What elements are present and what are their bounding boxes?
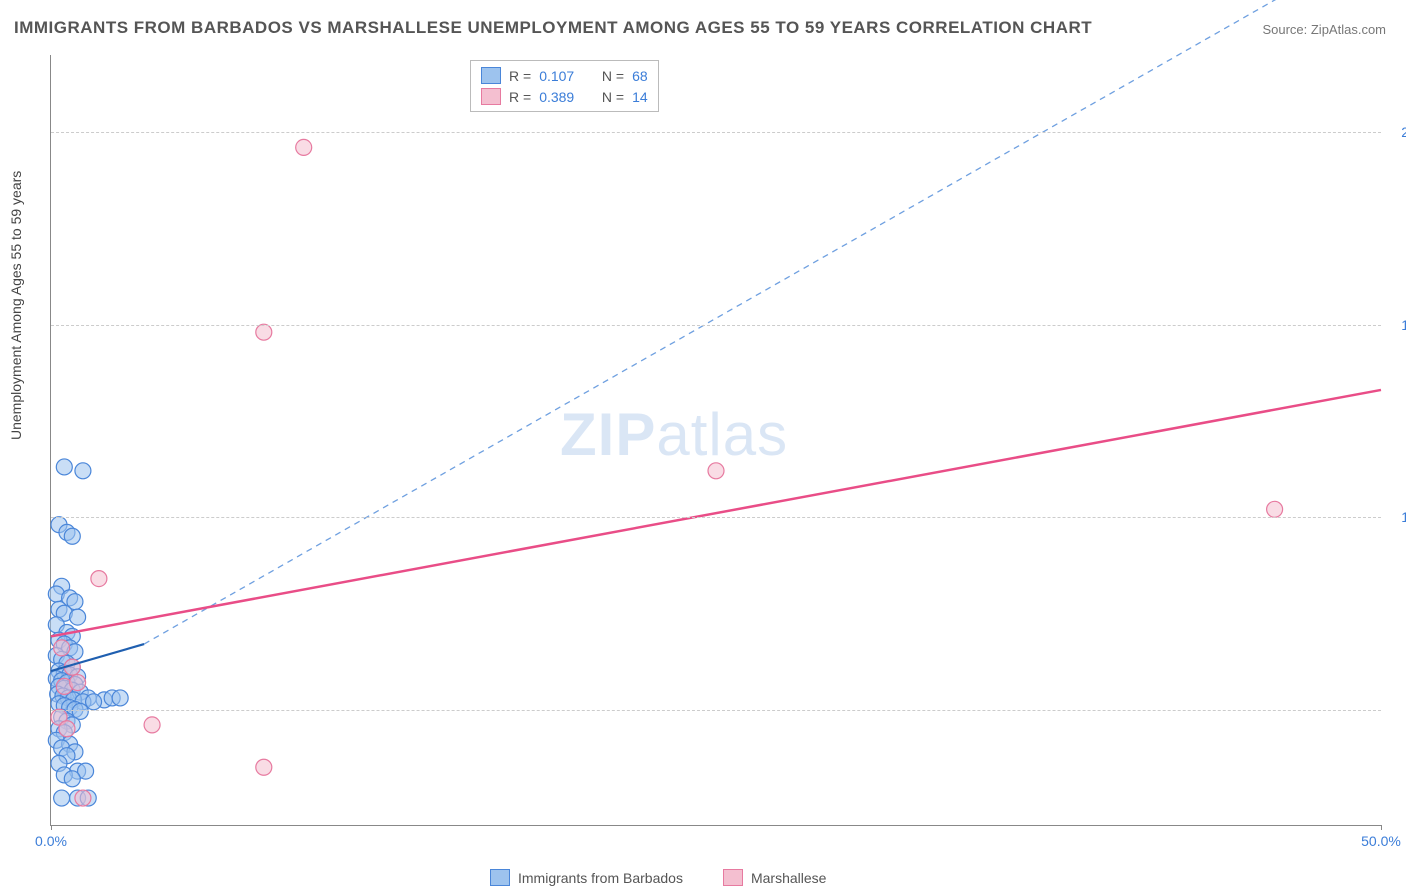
legend-n-value: 68	[632, 68, 648, 84]
data-point-barbados	[54, 790, 70, 806]
x-tick-right: 50.0%	[1361, 833, 1401, 849]
y-tick-label: 20.0%	[1386, 124, 1406, 140]
correlation-legend: R = 0.107 N = 68R = 0.389 N = 14	[470, 60, 659, 112]
data-point-barbados	[75, 463, 91, 479]
gridline	[51, 517, 1381, 518]
legend-swatch	[481, 67, 501, 84]
legend-item-barbados: Immigrants from Barbados	[490, 869, 683, 886]
source-attribution: Source: ZipAtlas.com	[1262, 22, 1386, 37]
legend-r-label: R =	[509, 68, 531, 84]
legend-swatch	[723, 869, 743, 886]
legend-swatch	[490, 869, 510, 886]
legend-row-marshallese: R = 0.389 N = 14	[481, 86, 648, 107]
data-point-barbados	[64, 771, 80, 787]
data-point-marshallese	[144, 717, 160, 733]
legend-r-value: 0.389	[539, 89, 574, 105]
y-tick-label: 10.0%	[1386, 509, 1406, 525]
y-axis-label: Unemployment Among Ages 55 to 59 years	[8, 171, 24, 440]
data-point-marshallese	[256, 759, 272, 775]
legend-n-value: 14	[632, 89, 648, 105]
data-point-marshallese	[91, 571, 107, 587]
x-tick-left: 0.0%	[35, 833, 67, 849]
y-tick-label: 15.0%	[1386, 317, 1406, 333]
data-point-marshallese	[70, 675, 86, 691]
data-point-barbados	[112, 690, 128, 706]
data-point-barbados	[56, 459, 72, 475]
legend-label: Marshallese	[751, 870, 826, 886]
trendline-marshallese	[51, 390, 1381, 636]
trendline-ext-barbados	[144, 0, 1381, 644]
data-point-marshallese	[54, 640, 70, 656]
legend-row-barbados: R = 0.107 N = 68	[481, 65, 648, 86]
data-point-marshallese	[59, 721, 75, 737]
x-tick-mark	[51, 825, 52, 830]
data-point-marshallese	[296, 139, 312, 155]
legend-n-label: N =	[602, 68, 624, 84]
series-legend: Immigrants from Barbados Marshallese	[490, 869, 826, 886]
x-tick-mark	[1381, 825, 1382, 830]
data-point-marshallese	[75, 790, 91, 806]
gridline	[51, 710, 1381, 711]
data-point-marshallese	[708, 463, 724, 479]
gridline	[51, 132, 1381, 133]
plot-area: 5.0%10.0%15.0%20.0%0.0%50.0%	[50, 55, 1381, 826]
data-point-barbados	[86, 694, 102, 710]
legend-r-label: R =	[509, 89, 531, 105]
legend-swatch	[481, 88, 501, 105]
legend-r-value: 0.107	[539, 68, 574, 84]
chart-title: IMMIGRANTS FROM BARBADOS VS MARSHALLESE …	[14, 18, 1092, 38]
data-point-barbados	[64, 528, 80, 544]
y-tick-label: 5.0%	[1386, 702, 1406, 718]
data-point-barbados	[70, 609, 86, 625]
data-point-marshallese	[256, 324, 272, 340]
legend-label: Immigrants from Barbados	[518, 870, 683, 886]
gridline	[51, 325, 1381, 326]
data-point-marshallese	[1267, 501, 1283, 517]
legend-n-label: N =	[602, 89, 624, 105]
legend-item-marshallese: Marshallese	[723, 869, 826, 886]
